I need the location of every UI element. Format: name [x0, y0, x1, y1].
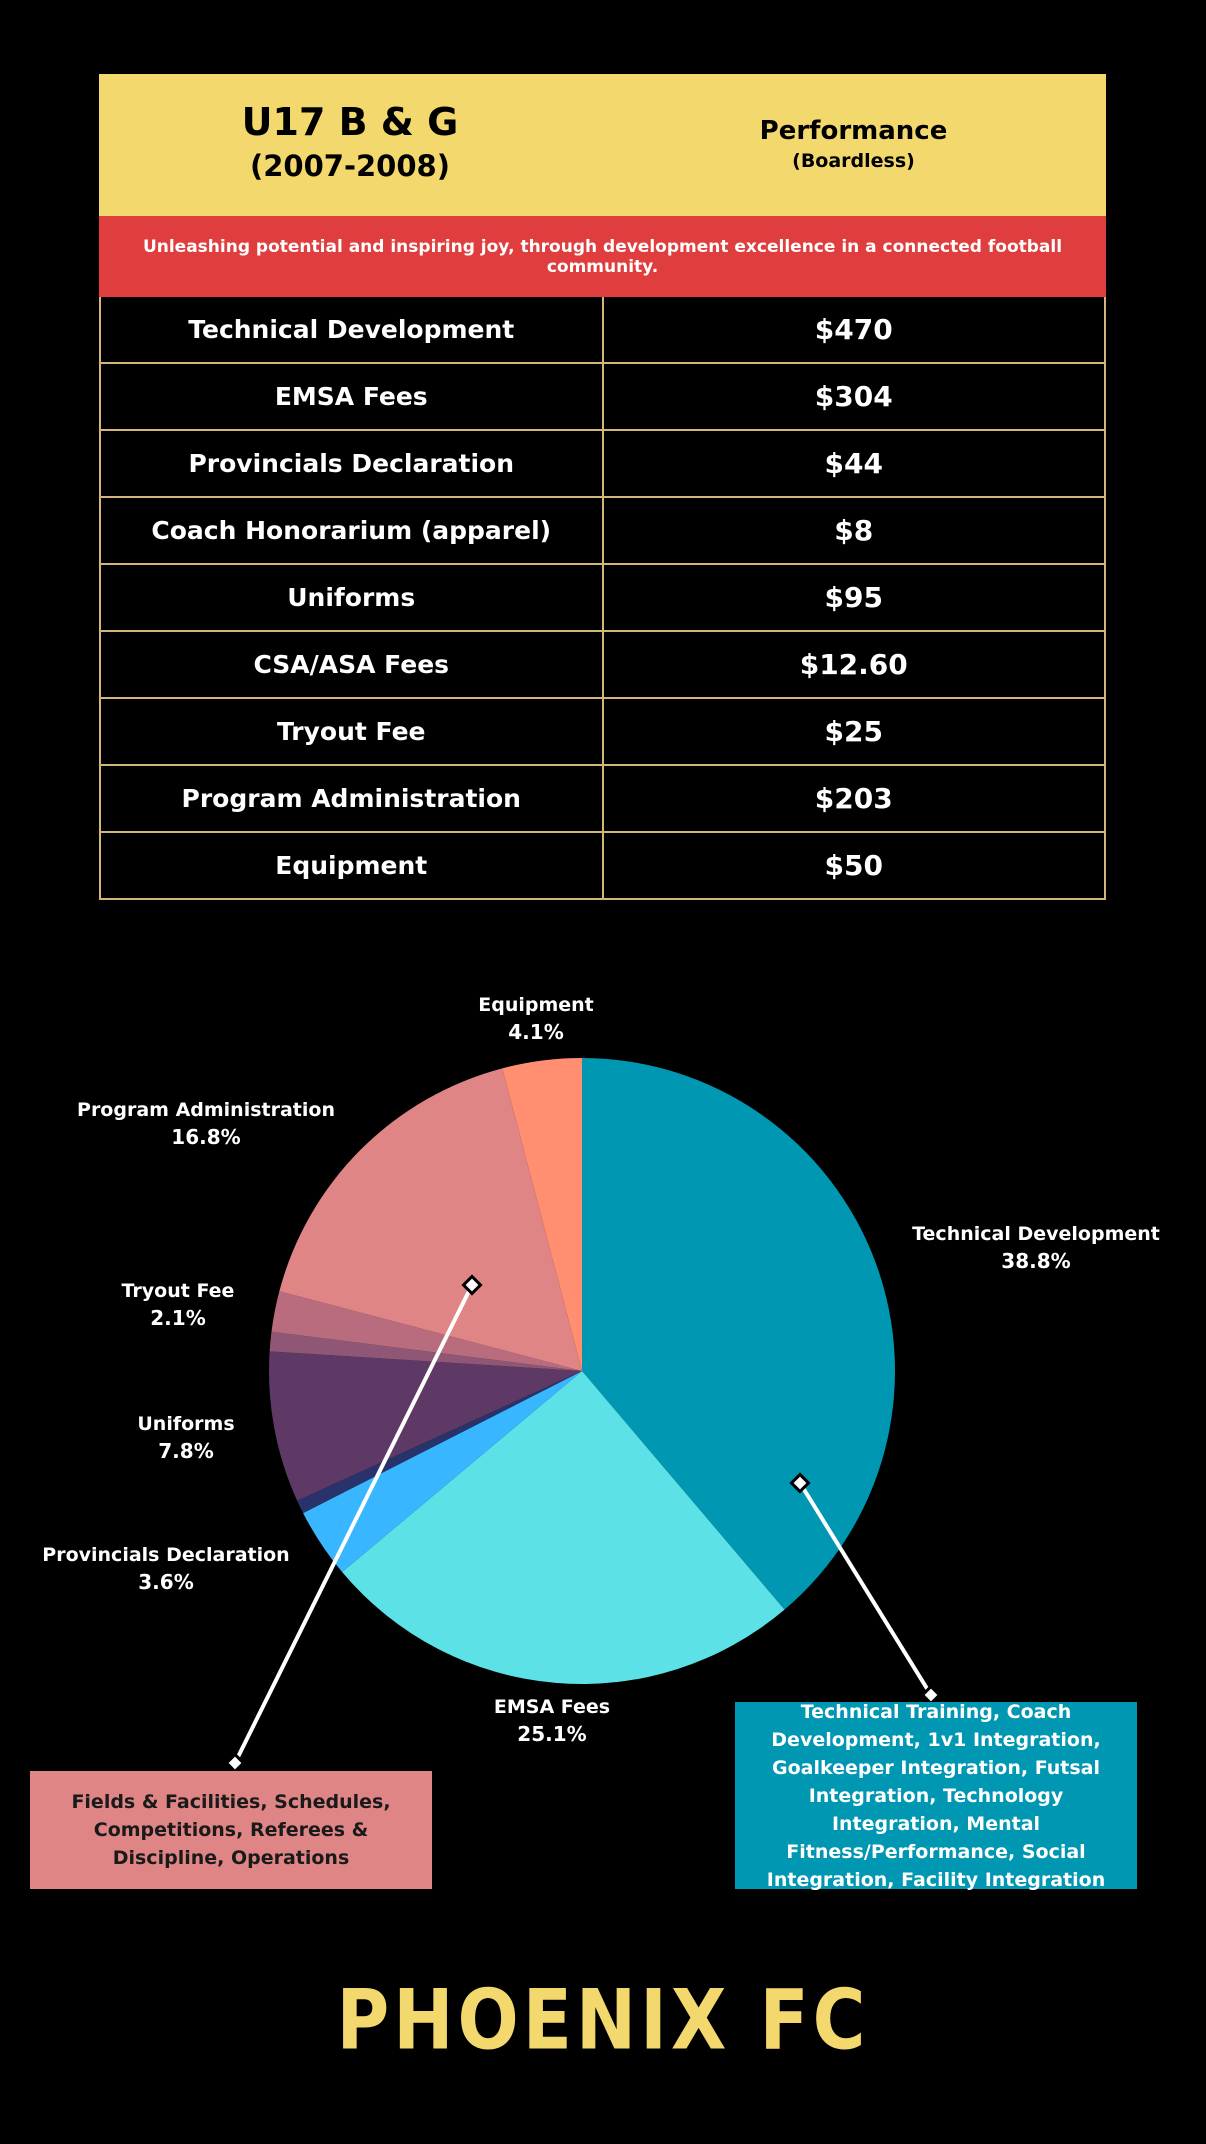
fee-amount: $470 [814, 313, 893, 346]
fee-rows: Technical Development $470 EMSA Fees $30… [99, 297, 1106, 900]
pie-chart: Technical Development 38.8% EMSA Fees 25.1%… [42, 994, 1160, 1774]
fee-amount: $12.60 [799, 648, 908, 681]
header-band: U17 B & G (2007-2008) Performance (Board… [99, 74, 1106, 216]
slice-label-emsa-fees: EMSA Fees [494, 1696, 610, 1718]
connector-program-administration [233, 1284, 474, 1764]
fee-item: CSA/ASA Fees [101, 632, 604, 697]
fee-item: Technical Development [101, 297, 604, 362]
fee-row: Equipment $50 [101, 831, 1104, 898]
program-heading: Performance (Boardless) [601, 114, 1106, 174]
fee-row: CSA/ASA Fees $12.60 [101, 630, 1104, 697]
team-name: U17 B & G [241, 100, 459, 144]
pie-slice-coach-honorarium-apparel [297, 1371, 582, 1514]
fee-item: Provincials Declaration [101, 431, 604, 496]
fee-amount: $8 [834, 514, 874, 547]
technical-development-callout: Technical Training, Coach Development, 1… [735, 1701, 1137, 1891]
slice-percent-technical-development: 38.8% [1001, 1249, 1070, 1273]
program-name: Performance [759, 116, 948, 146]
fee-item: Coach Honorarium (apparel) [101, 498, 604, 563]
slice-label-uniforms: Uniforms [137, 1413, 234, 1435]
slice-label-equipment: Equipment [478, 994, 594, 1016]
connector-end-marker [461, 1274, 483, 1296]
slice-percent-tryout-fee: 2.1% [150, 1306, 205, 1330]
team-heading: U17 B & G (2007-2008) [99, 98, 601, 186]
fee-item: Equipment [101, 833, 604, 898]
program-administration-callout: Fields & Facilities, Schedules, Competit… [30, 1771, 432, 1889]
pie-slice-uniforms [269, 1351, 582, 1501]
pie-slices [269, 1058, 895, 1684]
fee-amount: $203 [814, 782, 893, 815]
slice-percent-equipment: 4.1% [508, 1020, 563, 1044]
connector-end-marker [920, 1684, 942, 1706]
connector-technical-development [798, 1481, 933, 1697]
fee-amount: $44 [824, 447, 883, 480]
fee-item: EMSA Fees [101, 364, 604, 429]
fee-amount: $25 [824, 715, 883, 748]
slice-label-program-administration: Program Administration [77, 1099, 335, 1121]
slice-percent-program-administration: 16.8% [171, 1125, 240, 1149]
slice-label-provincials-declaration: Provincials Declaration [42, 1544, 289, 1566]
fee-item: Uniforms [101, 565, 604, 630]
fee-item: Tryout Fee [101, 699, 604, 764]
slice-label-tryout-fee: Tryout Fee [122, 1280, 235, 1302]
slice-label-technical-development: Technical Development [912, 1223, 1160, 1245]
fee-row: Technical Development $470 [101, 297, 1104, 362]
fee-amount: $304 [814, 380, 893, 413]
connector-end-marker [789, 1472, 811, 1494]
pie-slice-emsa-fees [342, 1371, 785, 1684]
fee-amount: $95 [824, 581, 883, 614]
connector-end-marker [224, 1752, 246, 1774]
pie-labels: Technical Development 38.8% EMSA Fees 25.1%… [42, 994, 1160, 1746]
callout-connectors [224, 1274, 942, 1774]
fee-row: Program Administration $203 [101, 764, 1104, 831]
pie-slice-program-administration [279, 1068, 582, 1371]
slice-percent-provincials-declaration: 3.6% [138, 1570, 193, 1594]
slice-percent-emsa-fees: 25.1% [517, 1722, 586, 1746]
team-years: (2007-2008) [250, 149, 450, 183]
pie-slice-technical-development [582, 1058, 895, 1610]
fee-amount: $50 [824, 849, 883, 882]
program-note: (Boardless) [792, 150, 915, 172]
slice-percent-uniforms: 7.8% [158, 1439, 213, 1463]
fee-row: Coach Honorarium (apparel) $8 [101, 496, 1104, 563]
fee-table: U17 B & G (2007-2008) Performance (Board… [99, 74, 1106, 900]
fee-row: EMSA Fees $304 [101, 362, 1104, 429]
fee-row: Uniforms $95 [101, 563, 1104, 630]
phoenix-fc-logo: PHOENIX FC [336, 1971, 870, 2069]
pie-slice-equipment [502, 1058, 582, 1371]
mission-statement: Unleashing potential and inspiring joy, … [99, 216, 1106, 297]
pie-slice-tryout-fee [271, 1291, 582, 1371]
fee-item: Program Administration [101, 766, 604, 831]
fee-row: Tryout Fee $25 [101, 697, 1104, 764]
pie-slice-csa-asa-fees [269, 1331, 582, 1371]
fee-row: Provincials Declaration $44 [101, 429, 1104, 496]
pie-slice-provincials-declaration [303, 1371, 582, 1573]
